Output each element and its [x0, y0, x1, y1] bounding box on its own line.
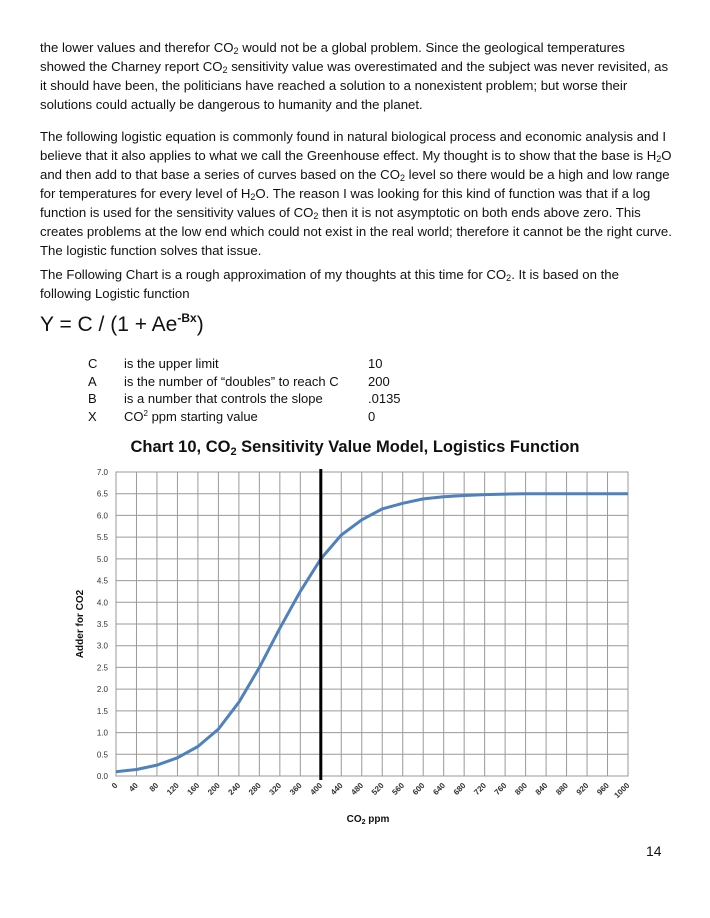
- subscript: 2: [250, 192, 256, 202]
- page-number: 14: [646, 843, 662, 859]
- y-tick-label: 1.5: [97, 707, 109, 716]
- variable-row: X CO2 ppm starting value 0: [88, 408, 428, 426]
- equation-exponent: -Bx: [177, 311, 197, 325]
- chart-title-pre: Chart 10, CO: [130, 438, 231, 456]
- x-axis-label-part: CO: [347, 814, 362, 825]
- x-tick-label: 360: [288, 781, 304, 797]
- variable-desc: is the upper limit: [124, 356, 219, 371]
- x-axis-label-part: ppm: [366, 814, 390, 825]
- x-tick-label: 0: [110, 781, 120, 791]
- x-tick-label: 200: [206, 781, 222, 797]
- x-tick-label: 720: [472, 781, 488, 797]
- variable-desc-sup: 2: [143, 408, 148, 418]
- variable-symbol: A: [88, 373, 97, 389]
- variable-value: 200: [368, 373, 390, 389]
- x-axis-label: CO2 ppm: [347, 814, 390, 826]
- x-tick-label: 400: [308, 781, 324, 797]
- chart-title: Chart 10, CO2 Sensitivity Value Model, L…: [0, 438, 710, 458]
- y-tick-label: 7.0: [97, 468, 109, 477]
- x-tick-label: 960: [595, 781, 611, 797]
- paragraph-1: the lower values and therefor CO2 would …: [40, 38, 672, 114]
- x-axis-label-part: 2: [362, 819, 366, 826]
- paragraph-text: level so there would be a high and low r…: [40, 167, 670, 201]
- paragraph-text: sensitivity value was overestimated and …: [40, 59, 669, 112]
- y-tick-label: 3.0: [97, 642, 109, 651]
- x-tick-label: 1000: [612, 781, 631, 800]
- variable-desc: CO2 ppm starting value: [124, 408, 368, 426]
- x-tick-label: 920: [575, 781, 591, 797]
- y-tick-label: 4.5: [97, 577, 109, 586]
- subscript: 2: [399, 173, 405, 183]
- subscript: 2: [233, 46, 239, 56]
- variable-desc: is a number that controls the slope: [124, 391, 323, 406]
- y-tick-label: 6.0: [97, 511, 109, 520]
- x-tick-label: 40: [127, 781, 140, 794]
- y-tick-label: 3.5: [97, 620, 109, 629]
- y-tick-label: 0.0: [97, 772, 109, 781]
- x-tick-label: 760: [493, 781, 509, 797]
- variable-symbol: X: [88, 408, 97, 424]
- paragraph-text: then it is not asymptotic on both ends a…: [40, 205, 672, 258]
- variable-value: 0: [368, 408, 376, 424]
- x-tick-label: 320: [267, 781, 283, 797]
- x-tick-label: 840: [534, 781, 550, 797]
- x-tick-label: 480: [349, 781, 365, 797]
- paragraph-text: The Following Chart is a rough approxima…: [40, 267, 507, 282]
- y-tick-label: 5.5: [97, 533, 109, 542]
- y-tick-label: 0.5: [97, 750, 109, 759]
- chart-title-sub: 2: [230, 446, 237, 458]
- variable-symbol: B: [88, 391, 97, 406]
- x-tick-label: 600: [411, 781, 427, 797]
- y-tick-label: 2.5: [97, 663, 109, 672]
- x-tick-label: 280: [247, 781, 263, 797]
- paragraph-text: would not be a global problem. Since the…: [40, 40, 625, 74]
- x-tick-label: 800: [513, 781, 529, 797]
- x-tick-label: 560: [390, 781, 406, 797]
- paragraph-text: O and then add to that base a series of …: [40, 148, 672, 182]
- variable-value: .0135: [368, 391, 401, 406]
- y-tick-label: 6.5: [97, 490, 109, 499]
- x-tick-label: 160: [186, 781, 202, 797]
- series-line: [115, 492, 628, 774]
- x-tick-label: 80: [148, 781, 161, 794]
- y-tick-label: 5.0: [97, 555, 109, 564]
- subscript: 2: [506, 273, 512, 283]
- chart-title-post: Sensitivity Value Model, Logistics Funct…: [236, 438, 580, 456]
- x-tick-label: 640: [431, 781, 447, 797]
- paragraph-2: The following logistic equation is commo…: [40, 127, 672, 260]
- x-tick-label: 680: [452, 781, 468, 797]
- paragraph-text: O. The reason I was looking for this kin…: [40, 186, 651, 220]
- x-tick-label: 440: [329, 781, 345, 797]
- variable-desc-text: CO: [124, 408, 144, 424]
- variable-desc-rest: ppm starting value: [147, 408, 258, 424]
- paragraph-3: The Following Chart is a rough approxima…: [40, 265, 672, 303]
- y-tick-label: 4.0: [97, 598, 109, 607]
- y-tick-label: 1.0: [97, 729, 109, 738]
- equation-close: ): [196, 313, 204, 336]
- equation-main: Y = C / (1 + Ae: [40, 313, 178, 336]
- paragraph-text: the lower values and therefor CO: [40, 40, 234, 55]
- x-tick-label: 520: [370, 781, 386, 797]
- y-axis-label: Adder for CO2: [75, 589, 86, 658]
- x-tick-label: 880: [554, 781, 570, 797]
- subscript: 2: [656, 154, 662, 164]
- variable-symbol: C: [88, 356, 98, 371]
- paragraph-text: . It is based on the following Logistic …: [40, 267, 619, 301]
- x-tick-label: 240: [226, 781, 242, 797]
- paragraph-text: The following logistic equation is commo…: [40, 129, 667, 163]
- y-tick-label: 2.0: [97, 685, 109, 694]
- x-tick-label: 120: [165, 781, 181, 797]
- variable-value: 10: [368, 356, 383, 371]
- subscript: 2: [313, 211, 319, 221]
- subscript: 2: [222, 65, 228, 75]
- logistic-equation: Y = C / (1 + Ae-Bx): [40, 311, 204, 337]
- variable-desc: is the number of “doubles” to reach C: [124, 373, 339, 389]
